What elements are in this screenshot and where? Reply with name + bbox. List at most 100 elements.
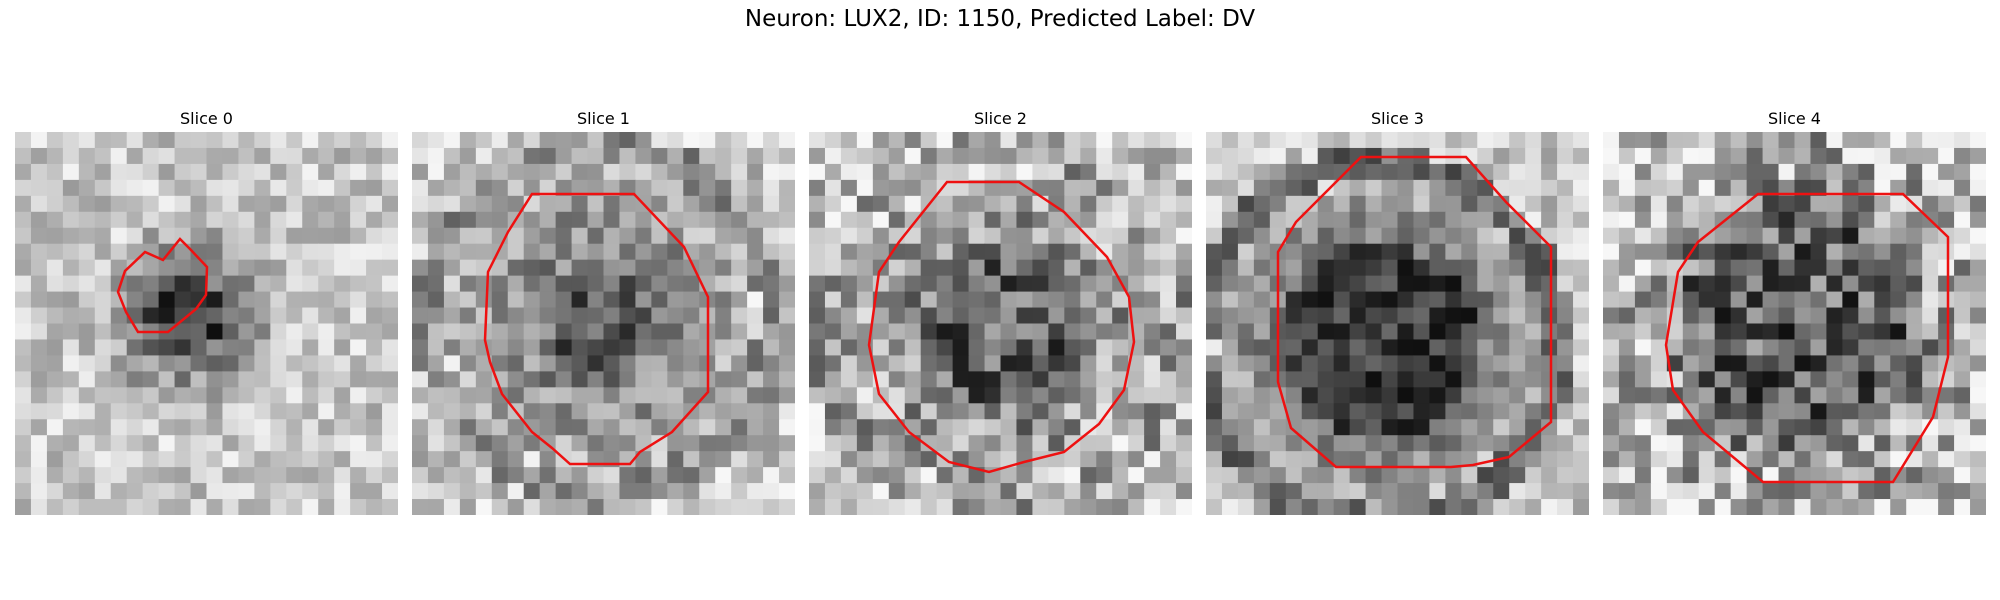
pixel: [15, 195, 32, 213]
pixel: [382, 275, 398, 293]
pixel: [382, 307, 398, 325]
pixel: [1634, 163, 1652, 181]
pixel: [190, 339, 208, 357]
pixel: [366, 467, 383, 484]
pixel: [715, 227, 732, 245]
pixel: [715, 291, 732, 309]
pixel: [1016, 259, 1034, 277]
pixel: [888, 291, 906, 309]
pixel: [1112, 227, 1129, 245]
pixel: [683, 451, 700, 468]
pixel: [968, 355, 986, 372]
pixel: [1890, 291, 1907, 309]
pixel: [920, 435, 938, 452]
pixel: [270, 179, 287, 197]
pixel: [1413, 243, 1431, 261]
pixel: [62, 403, 80, 420]
pixel: [667, 339, 684, 357]
pixel: [571, 467, 589, 484]
pixel: [1650, 499, 1668, 515]
pixel: [1144, 243, 1161, 261]
pixel: [30, 275, 48, 293]
pixel: [110, 147, 128, 165]
pixel: [1650, 435, 1668, 452]
pixel: [1525, 323, 1542, 341]
pixel: [1557, 419, 1574, 436]
pixel: [206, 451, 224, 468]
pixel: [1557, 323, 1574, 341]
pixel: [763, 259, 780, 277]
pixel: [1618, 435, 1636, 452]
pixel: [366, 243, 383, 261]
pixel: [872, 227, 890, 245]
pixel: [110, 371, 128, 388]
pixel: [190, 211, 208, 229]
pixel: [350, 307, 367, 325]
pixel: [270, 211, 287, 229]
pixel: [1269, 132, 1287, 149]
pixel: [856, 403, 874, 420]
pixel: [824, 499, 842, 515]
pixel: [1317, 259, 1335, 277]
pixel: [1144, 291, 1161, 309]
pixel: [302, 483, 319, 500]
pixel: [270, 355, 287, 372]
pixel: [1938, 451, 1955, 468]
pixel: [1682, 387, 1700, 404]
pixel: [1762, 307, 1780, 325]
pixel: [1397, 179, 1415, 197]
pixel: [238, 403, 255, 420]
slice-title: Slice 2: [974, 109, 1027, 128]
pixel: [523, 291, 541, 309]
pixel: [1890, 179, 1907, 197]
pixel: [15, 451, 32, 468]
pixel: [1714, 132, 1732, 149]
pixel: [571, 499, 589, 515]
pixel: [158, 483, 176, 500]
pixel: [763, 467, 780, 484]
pixel: [731, 483, 748, 500]
pixel: [1176, 259, 1192, 277]
pixel: [952, 275, 970, 293]
pixel: [920, 179, 938, 197]
pixel: [936, 132, 954, 149]
pixel: [1317, 243, 1335, 261]
pixel: [683, 483, 700, 500]
pixel: [1176, 275, 1192, 293]
pixel: [1064, 307, 1081, 325]
pixel: [984, 403, 1002, 420]
pixel: [539, 211, 557, 229]
pixel: [635, 467, 652, 484]
pixel: [1317, 419, 1335, 436]
pixel: [15, 435, 32, 452]
pixel: [1144, 451, 1161, 468]
pixel: [1381, 403, 1399, 420]
pixel: [683, 499, 700, 515]
pixel: [443, 163, 461, 181]
pixel: [366, 259, 383, 277]
pixel: [1541, 307, 1558, 325]
pixel: [334, 467, 351, 484]
pixel: [427, 451, 445, 468]
pixel: [1381, 467, 1399, 484]
pixel: [78, 195, 96, 213]
pixel: [15, 147, 32, 165]
pixel: [1746, 147, 1764, 165]
pixel: [1842, 419, 1859, 436]
pixel: [1445, 259, 1462, 277]
pixel: [459, 275, 477, 293]
pixel: [968, 307, 986, 325]
pixel: [507, 355, 525, 372]
pixel: [1381, 387, 1399, 404]
pixel: [1938, 499, 1955, 515]
pixel: [1493, 179, 1510, 197]
pixel: [254, 435, 271, 452]
pixel: [571, 483, 589, 500]
pixel: [1237, 275, 1255, 293]
pixel: [366, 147, 383, 165]
pixel: [824, 323, 842, 341]
pixel: [587, 435, 605, 452]
pixel: [619, 355, 637, 372]
pixel: [683, 323, 700, 341]
pixel: [1333, 147, 1351, 165]
